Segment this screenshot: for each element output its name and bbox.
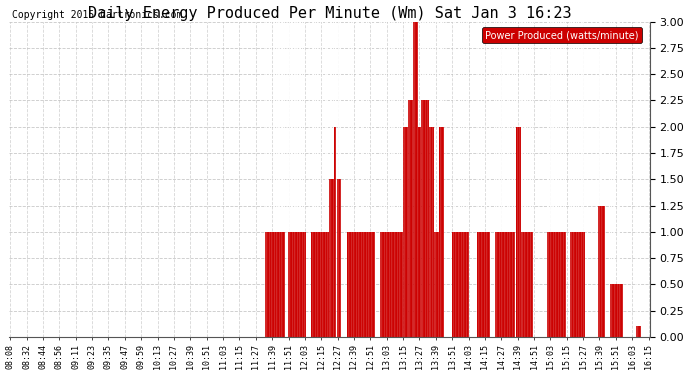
Legend: Power Produced (watts/minute): Power Produced (watts/minute): [482, 27, 642, 43]
Title: Daily Energy Produced Per Minute (Wm) Sat Jan 3 16:23: Daily Energy Produced Per Minute (Wm) Sa…: [88, 6, 571, 21]
Text: Copyright 2015 Cartronics.com: Copyright 2015 Cartronics.com: [12, 10, 183, 20]
